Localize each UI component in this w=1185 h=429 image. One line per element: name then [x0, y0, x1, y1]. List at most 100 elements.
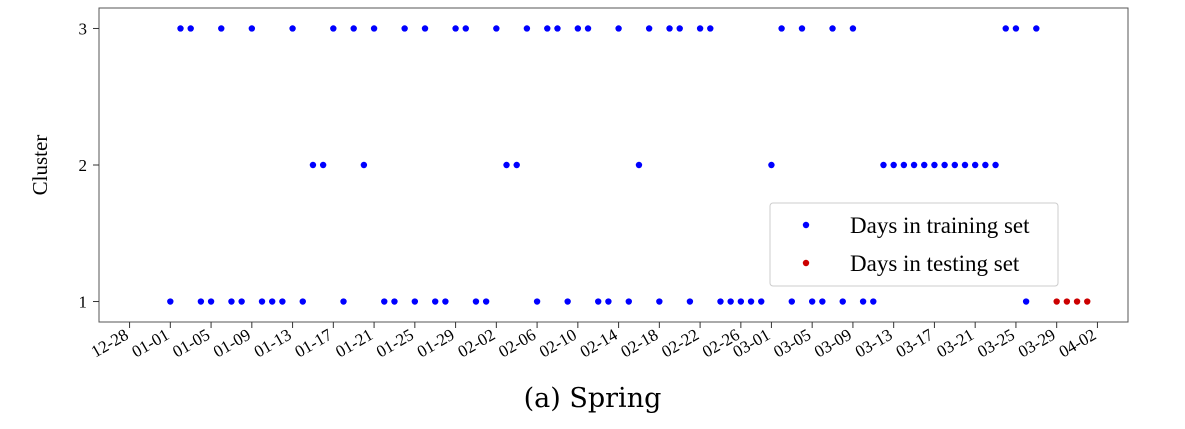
x-tick-label: 01-01 [128, 325, 172, 361]
x-tick-label: 01-09 [210, 325, 254, 361]
data-point [391, 298, 398, 305]
x-tick-label: 03-09 [811, 325, 855, 361]
x-tick-label: 04-02 [1056, 325, 1100, 361]
data-point [635, 161, 643, 169]
x-tick-label: 01-05 [169, 325, 213, 361]
data-point [228, 298, 235, 305]
data-point [330, 25, 337, 32]
data-point [982, 161, 989, 169]
data-point [890, 161, 897, 169]
data-point [564, 298, 571, 305]
data-point [808, 298, 816, 305]
data-point [350, 25, 357, 32]
data-point [951, 161, 959, 169]
x-axis: 12-2801-0101-0501-0901-1301-1701-2101-25… [88, 322, 1100, 362]
data-point [615, 25, 622, 32]
x-tick-label: 01-29 [414, 325, 458, 361]
data-point [523, 25, 531, 32]
data-point [971, 161, 979, 169]
data-point [167, 298, 174, 305]
legend-box [769, 202, 1059, 287]
data-point [177, 25, 184, 32]
data-point [849, 25, 857, 32]
data-point [880, 161, 887, 169]
data-point [544, 25, 551, 32]
data-point [778, 25, 785, 32]
x-tick-label: 02-14 [577, 325, 621, 362]
data-point [1053, 298, 1060, 305]
x-tick-label: 03-05 [770, 325, 814, 361]
data-point [411, 298, 419, 305]
data-point [1073, 298, 1081, 305]
data-point [533, 298, 541, 305]
x-tick-label: 01-13 [251, 325, 295, 361]
data-point [289, 25, 296, 32]
legend-label: Days in testing set [850, 251, 1020, 276]
data-point [931, 161, 938, 169]
data-point [666, 25, 673, 32]
data-point [717, 298, 724, 305]
x-tick-label: 02-10 [536, 325, 580, 361]
data-point [839, 298, 846, 305]
data-point [309, 161, 317, 169]
y-axis-label: Cluster [28, 135, 52, 196]
data-point [503, 161, 510, 169]
x-tick-label: 02-18 [617, 325, 661, 361]
data-point [554, 25, 561, 32]
x-tick-label: 02-22 [658, 325, 702, 361]
data-point [686, 298, 694, 305]
x-tick-label: 03-25 [974, 325, 1018, 361]
data-point [727, 298, 734, 305]
data-point [279, 298, 286, 305]
x-tick-label: 03-29 [1015, 325, 1059, 361]
data-point [921, 161, 928, 169]
data-point [707, 25, 714, 32]
x-tick-label: 12-28 [88, 325, 132, 361]
legend-marker [802, 259, 810, 267]
data-point [472, 298, 480, 305]
data-point [218, 25, 225, 32]
legend-marker [802, 221, 810, 229]
legend-label: Days in training set [850, 213, 1030, 238]
y-tick-label: 1 [79, 293, 88, 312]
legend: Days in training set Days in testing set [769, 202, 1059, 287]
data-point [870, 298, 877, 305]
data-point [319, 161, 327, 169]
data-point [452, 25, 459, 32]
data-point [248, 25, 256, 32]
data-point [442, 298, 449, 305]
data-point [595, 298, 602, 305]
data-point [1033, 25, 1040, 32]
data-point [299, 298, 306, 305]
data-point [910, 161, 918, 169]
data-point [758, 298, 765, 305]
data-point [819, 298, 826, 305]
scatter-chart: 123 12-2801-0101-0501-0901-1301-1701-210… [28, 7, 1129, 362]
data-point [401, 25, 408, 32]
data-point [421, 25, 429, 32]
y-axis: 1 2 3 [79, 19, 99, 312]
x-tick-label: 02-06 [495, 325, 539, 361]
data-point [992, 161, 999, 169]
data-point [625, 298, 632, 305]
data-point [737, 298, 745, 305]
data-point [381, 298, 388, 305]
data-points [167, 25, 1091, 305]
data-point [584, 25, 592, 32]
data-point [1012, 25, 1020, 32]
x-tick-label: 03-21 [933, 325, 977, 361]
data-point [1002, 25, 1009, 32]
data-point [1084, 298, 1091, 305]
y-tick-label: 2 [79, 156, 88, 175]
data-point [197, 298, 205, 305]
data-point [513, 161, 520, 169]
data-point [482, 298, 490, 305]
x-tick-label: 01-17 [291, 325, 335, 362]
data-point [370, 25, 378, 32]
figure-caption: (a) Spring [523, 383, 662, 414]
x-tick-label: 02-02 [454, 325, 498, 361]
data-point [645, 25, 653, 32]
x-tick-label: 03-13 [852, 325, 896, 361]
data-point [676, 25, 683, 32]
x-tick-label: 01-25 [373, 325, 417, 361]
